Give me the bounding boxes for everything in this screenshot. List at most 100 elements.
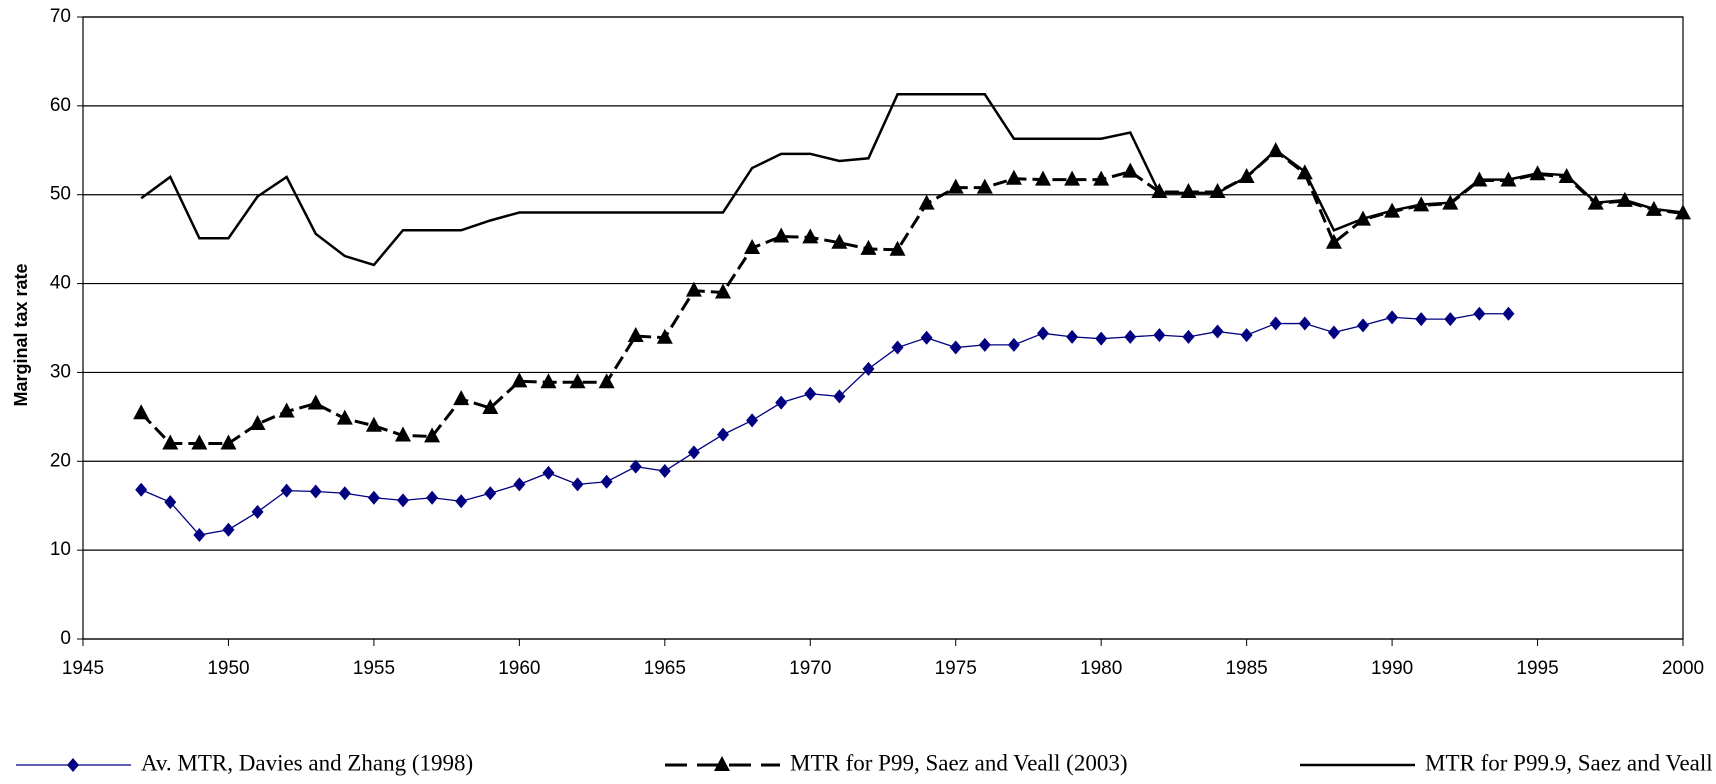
x-tick-label: 1960 [498,658,540,679]
legend-label: MTR for P99.9, Saez and Veall (2003) [1425,750,1716,775]
point [1357,318,1369,333]
point [658,464,671,479]
point [542,465,555,480]
y-tick-label: 20 [50,450,71,471]
point [1182,329,1195,344]
point [1269,316,1282,331]
point [1298,316,1311,331]
point [627,326,644,342]
y-tick-label: 10 [50,539,71,560]
point [1327,325,1340,340]
point [804,386,817,401]
point [1095,331,1108,346]
x-tick-label: 1985 [1225,658,1267,679]
y-tick-label: 30 [50,361,71,382]
point [424,427,441,443]
point [1035,170,1051,186]
point [338,486,351,501]
point [249,414,266,430]
point [1007,337,1020,352]
point [571,477,584,492]
point [278,402,295,418]
point [889,240,906,256]
x-tick-label: 1965 [644,658,686,679]
point [1180,183,1197,199]
point [511,372,528,388]
point [744,239,761,255]
point [336,409,353,425]
point [540,373,557,389]
series-line [140,93,1684,267]
point [164,495,177,510]
point [395,426,411,442]
point [947,178,964,194]
x-tick-label: 2000 [1662,658,1704,679]
point [426,490,439,505]
point [1005,169,1022,185]
point [1240,328,1253,343]
point [600,474,613,489]
x-tick-label: 1945 [62,658,104,679]
plot-frame [82,16,1684,640]
point [1415,312,1428,327]
x-tick-label: 1995 [1516,658,1558,679]
point [569,373,586,389]
point [193,528,206,543]
y-tick-label: 60 [50,95,71,116]
point [367,490,380,505]
y-tick-label: 40 [50,273,71,294]
point [133,404,150,420]
point [687,445,700,460]
point [222,522,235,537]
point [715,283,731,299]
y-tick-label: 50 [50,184,71,205]
point [1502,306,1515,321]
point [598,373,615,389]
point [513,477,526,492]
y-tick-label: 70 [50,6,71,27]
y-axis-label: Marginal tax rate [11,263,31,406]
point [918,194,935,210]
point [307,394,324,410]
x-tick-label: 1970 [789,658,831,679]
point [397,493,409,508]
point [365,416,382,432]
point [746,413,759,428]
point [309,484,322,499]
point [251,504,264,519]
point [1209,183,1226,199]
point [453,390,470,406]
x-tick-label: 1950 [207,658,249,679]
point [831,233,848,249]
point [1211,324,1224,339]
point [1093,170,1110,186]
point [802,228,819,244]
point [1037,326,1049,341]
point [484,486,497,501]
point [862,361,875,376]
point [455,494,468,509]
point [717,427,729,442]
point [1473,306,1486,321]
legend-marker [714,756,730,771]
point [280,483,293,498]
point [1444,312,1457,327]
point [1153,328,1166,343]
point [949,340,962,355]
point [860,239,877,255]
x-tick-label: 1980 [1080,658,1122,679]
point [1386,310,1399,325]
x-tick-label: 1975 [935,658,977,679]
point [1124,329,1137,344]
point [482,398,499,414]
y-tick-label: 0 [60,628,71,649]
legend-marker [67,758,79,772]
point [978,337,991,352]
point [920,330,933,345]
point [891,340,904,355]
point [1325,233,1342,249]
x-tick-label: 1990 [1371,658,1413,679]
point [1066,329,1079,344]
point [1064,170,1081,186]
